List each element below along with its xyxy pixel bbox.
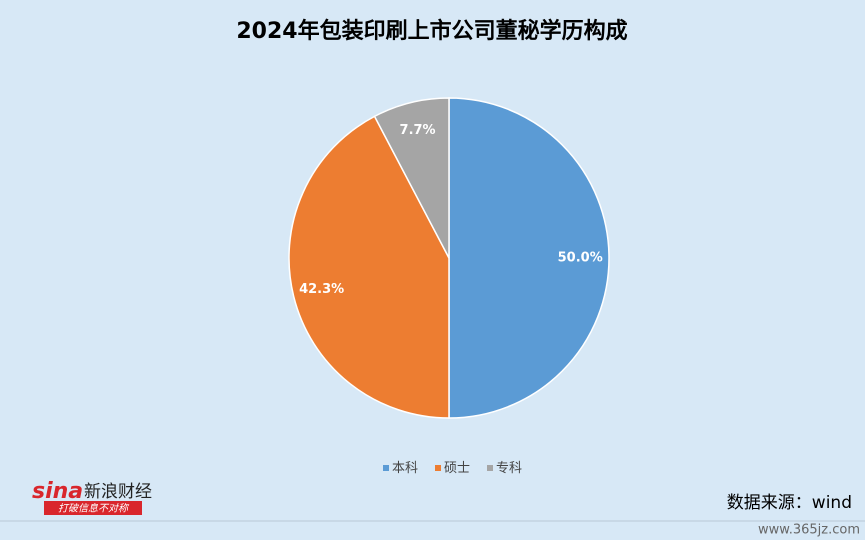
legend-swatch — [487, 465, 493, 471]
pie: 50.0% 42.3% 7.7% — [288, 97, 610, 419]
chart-title: 2024年包装印刷上市公司董秘学历构成 — [236, 18, 627, 44]
pie-slice — [288, 115, 450, 419]
data-label: 7.7% — [400, 123, 436, 138]
watermark: www.365jz.com — [758, 523, 860, 538]
legend-label: 本科 — [392, 461, 418, 476]
logo-brand: sina — [32, 479, 83, 504]
legend-swatch — [435, 465, 441, 471]
legend-label: 硕士 — [444, 461, 470, 476]
data-label: 42.3% — [299, 282, 344, 297]
source: 数据来源：wind — [727, 493, 852, 513]
logo-slogan: 打破信息不对称 — [58, 503, 130, 515]
legend-label: 专科 — [496, 461, 522, 476]
pie-slice — [448, 97, 610, 419]
legend: 本科 硕士 专科 — [383, 461, 522, 476]
logo-name: 新浪财经 — [84, 482, 152, 502]
pie-slice — [373, 97, 450, 259]
data-label: 50.0% — [558, 251, 603, 266]
logo-slogan-box — [44, 501, 142, 515]
legend-swatch — [383, 465, 389, 471]
